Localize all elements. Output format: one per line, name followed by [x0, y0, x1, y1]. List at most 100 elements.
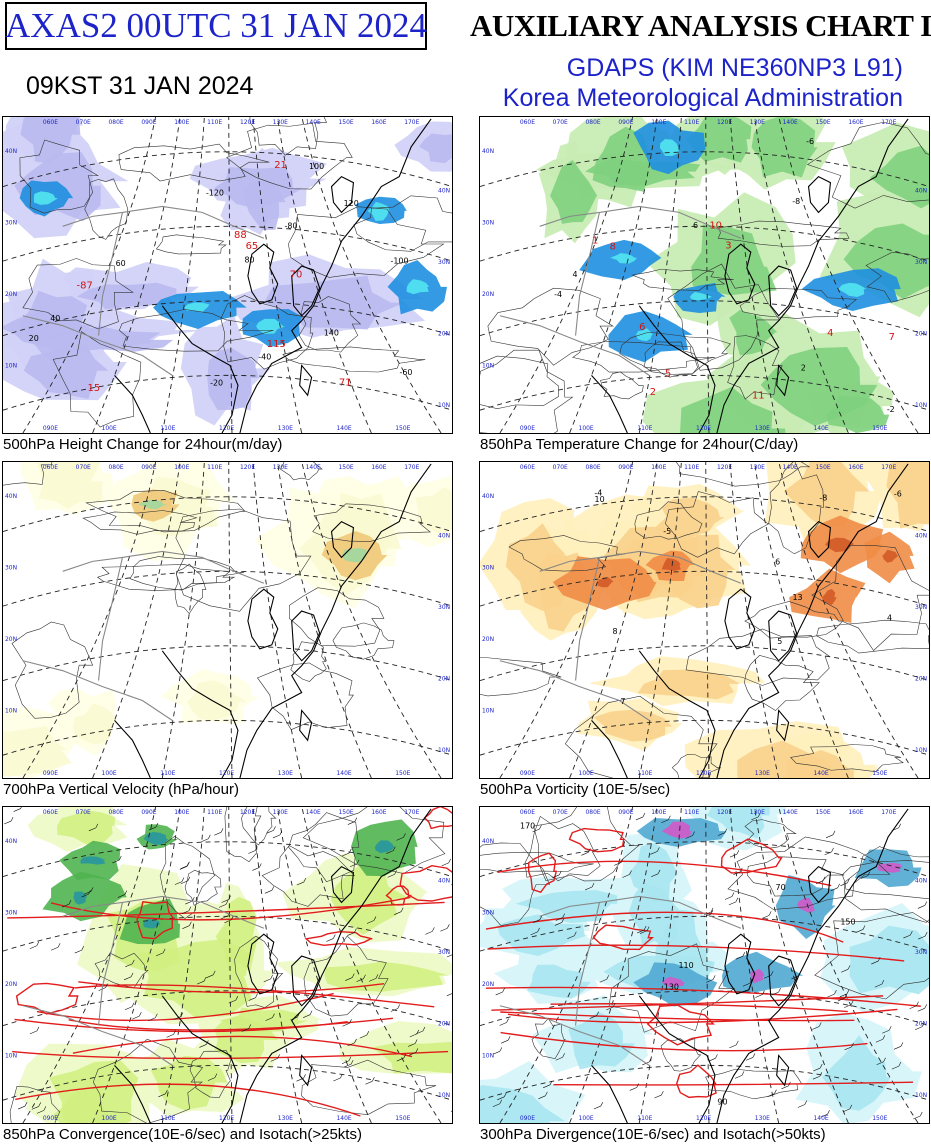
latitude-label: 10N [5, 707, 17, 714]
contour-label: 20 [29, 334, 39, 343]
center-value-label: 11 [752, 391, 765, 402]
longitude-label: 140E [783, 119, 798, 126]
center-value-label: 1 [592, 236, 598, 247]
longitude-label: 160E [371, 464, 386, 471]
contour-label: 140 [324, 328, 339, 337]
latitude-label: 30N [438, 259, 450, 266]
longitude-label: 100E [174, 809, 189, 816]
center-value-label: 10 [709, 221, 722, 232]
latitude-label: 30N [5, 909, 17, 916]
contour-label: 4 [887, 613, 892, 622]
latitude-label: 10N [915, 1092, 927, 1099]
latitude-label: 40N [482, 838, 494, 845]
latitude-label: 10N [915, 747, 927, 754]
latitude-label: 10N [482, 707, 494, 714]
contour-label: -60 [399, 368, 412, 377]
longitude-label: 090E [618, 464, 633, 471]
contour-label: -8 [792, 197, 800, 206]
longitude-label: 140E [814, 1115, 829, 1122]
longitude-label: 140E [783, 809, 798, 816]
contour-value-labels: 20 40 60 80 100 120 140 -20 -40 -60 -80 -100 -120 115… [29, 160, 413, 394]
center-value-label: 115 [267, 339, 286, 350]
longitude-label: 140E [814, 770, 829, 777]
longitude-label: 070E [553, 809, 568, 816]
longitude-label: 100E [651, 119, 666, 126]
longitude-label: 090E [618, 809, 633, 816]
contour-lines [480, 462, 929, 778]
longitude-label: 100E [174, 119, 189, 126]
caption-vorticity: 500hPa Vorticity (10E-5/sec) [480, 781, 671, 798]
contour-label: 170 [520, 822, 535, 831]
contour-label: 13 [792, 593, 802, 602]
longitude-label: 160E [371, 119, 386, 126]
field-shading [3, 462, 452, 778]
longitude-label: 150E [872, 770, 887, 777]
longitude-label: 090E [141, 119, 156, 126]
contour-label: 5 [777, 637, 782, 646]
longitude-label: 100E [102, 1115, 117, 1122]
contour-label: -6 [894, 490, 902, 499]
country-borders [22, 550, 265, 721]
longitude-label: 070E [76, 119, 91, 126]
longitude-label: 110E [684, 809, 699, 816]
field-shading [480, 462, 929, 778]
latitude-label: 20N [5, 636, 17, 643]
local-time: 09KST 31 JAN 2024 [26, 72, 254, 100]
longitude-label: 160E [371, 809, 386, 816]
caption-vertical-velocity: 700hPa Vertical Velocity (hPa/hour) [3, 781, 239, 798]
contour-label: -20 [210, 378, 223, 387]
grid-labels: 060E 070E 080E 090E 100E 110E 120E 130E 140E 150E… [5, 464, 450, 777]
contour-label: -4 [594, 489, 602, 498]
longitude-label: 140E [814, 425, 829, 432]
longitude-label: 120E [717, 119, 732, 126]
longitude-label: 130E [273, 119, 288, 126]
longitude-label: 060E [520, 809, 535, 816]
agency-name: Korea Meteorological Administration [502, 84, 903, 112]
contour-label: -100 [390, 257, 408, 266]
longitude-label: 100E [102, 770, 117, 777]
longitude-label: 080E [109, 464, 124, 471]
latitude-label: 20N [915, 331, 927, 338]
longitude-label: 110E [160, 770, 175, 777]
latitude-label: 40N [438, 878, 450, 885]
map-panel-vorticity: -4 -5 -6 -8 4 5 6 7 8 10 13 060E 070E 080E 090E 100E 110… [479, 461, 930, 779]
longitude-label: 120E [696, 1115, 711, 1122]
longitude-label: 090E [520, 770, 535, 777]
longitude-label: 090E [43, 1115, 58, 1122]
latitude-label: 20N [438, 676, 450, 683]
longitude-label: 170E [404, 809, 419, 816]
longitude-label: 130E [755, 770, 770, 777]
longitude-label: 120E [696, 770, 711, 777]
longitude-label: 090E [618, 119, 633, 126]
contour-label: 8 [613, 627, 618, 636]
contour-value-labels: 2 4 6 -2 -4 -6 -8 5 4 2 6 7 1 8 3 11 10 [554, 137, 895, 414]
map-panel-vertical-velocity: 060E 070E 080E 090E 100E 110E 120E 130E 140E 150E… [2, 461, 453, 779]
latitude-label: 30N [5, 564, 17, 571]
longitude-label: 080E [109, 809, 124, 816]
latitude-label: 30N [915, 604, 927, 611]
longitude-label: 140E [783, 464, 798, 471]
latitude-label: 40N [5, 493, 17, 500]
latitude-label: 40N [482, 148, 494, 155]
longitude-label: 090E [520, 425, 535, 432]
latitude-label: 20N [482, 291, 494, 298]
field-shading [15, 807, 452, 1123]
contour-label: -6 [806, 137, 814, 146]
longitude-label: 100E [174, 464, 189, 471]
contour-label: 2 [801, 363, 806, 372]
contour-label: 4 [573, 270, 578, 279]
longitude-label: 160E [848, 809, 863, 816]
longitude-label: 070E [76, 464, 91, 471]
longitude-label: 130E [750, 809, 765, 816]
coastlines [591, 118, 909, 433]
longitude-label: 060E [43, 119, 58, 126]
coastlines [114, 463, 432, 778]
longitude-label: 090E [520, 1115, 535, 1122]
longitude-label: 120E [717, 464, 732, 471]
longitude-label: 070E [76, 809, 91, 816]
latitude-label: 10N [5, 1052, 17, 1059]
product-code: AXAS2 00UTC 31 JAN 2024 [5, 6, 427, 45]
latitude-label: 20N [438, 1021, 450, 1028]
longitude-label: 170E [404, 464, 419, 471]
longitude-label: 160E [848, 464, 863, 471]
